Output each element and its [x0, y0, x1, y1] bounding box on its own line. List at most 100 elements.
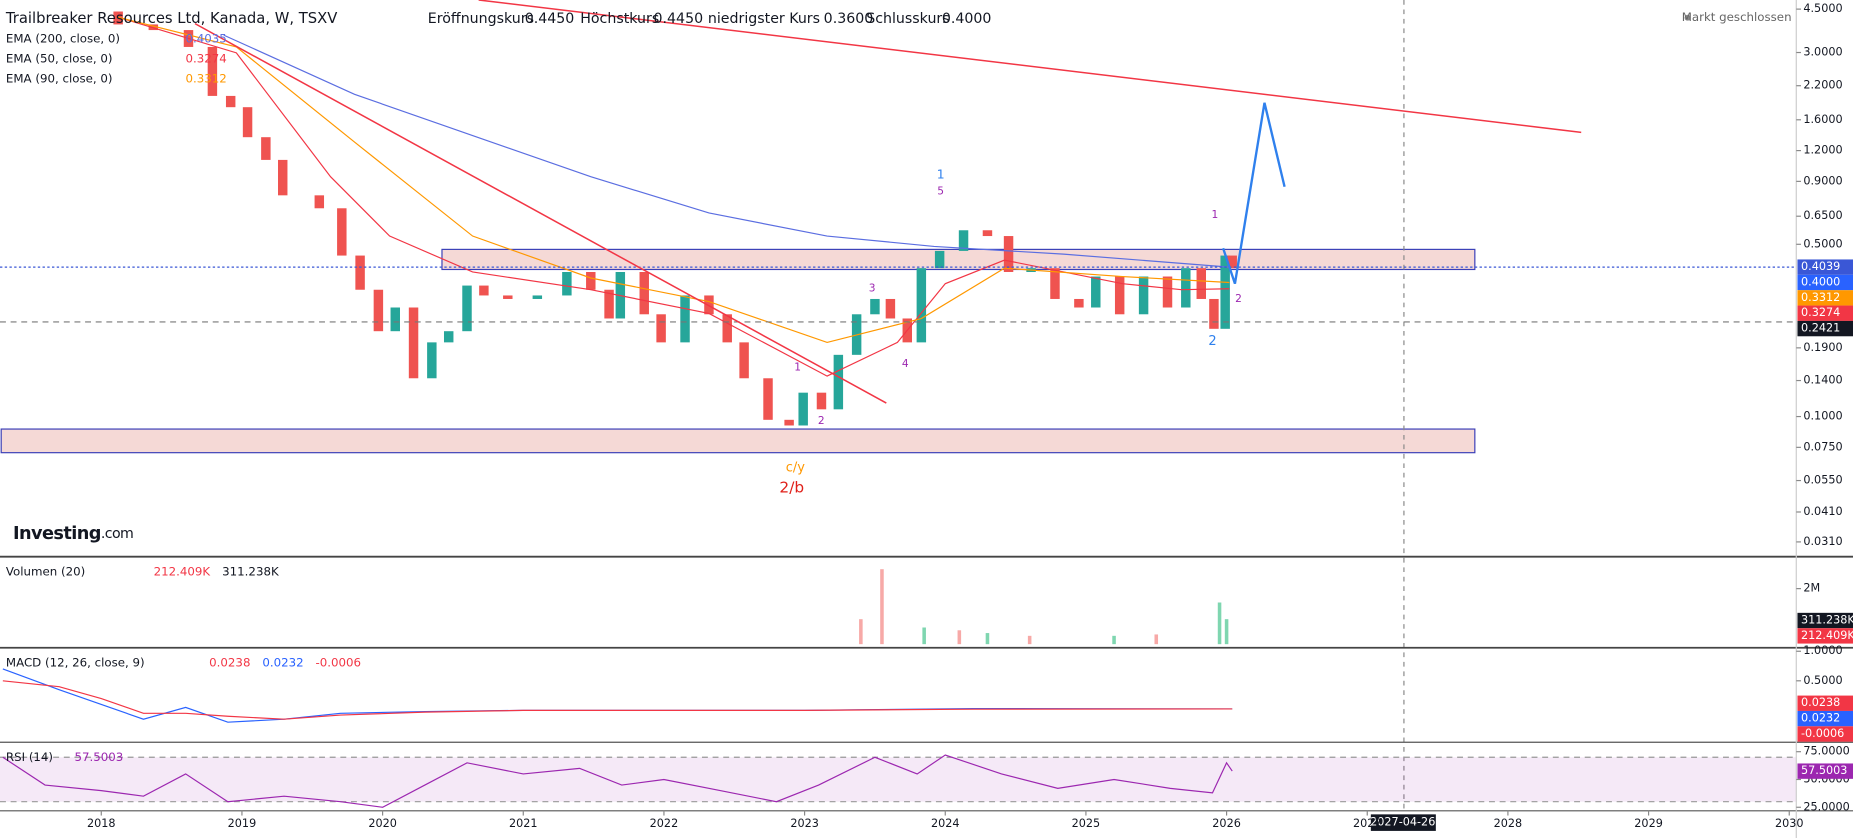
y-tick-label: 1.2000: [1803, 144, 1842, 157]
axis-tag-label: 0.4000: [1801, 276, 1840, 289]
field-value: 0.4450: [525, 11, 575, 27]
indicator-line: [118, 16, 1230, 377]
axis-tag: [1797, 320, 1853, 337]
field-value: 0.3600: [824, 11, 874, 27]
axis-tag: [1797, 305, 1853, 321]
candle: [816, 392, 827, 410]
candle: [1162, 276, 1173, 308]
zone: [441, 248, 1476, 271]
axis-tag-label: 0.0238: [1801, 696, 1840, 709]
candle: [885, 298, 896, 319]
volume-bar: [880, 569, 884, 645]
y-tick-label: 4.5000: [1803, 2, 1842, 15]
y-tick-label: 0.0550: [1803, 474, 1842, 487]
candle: [1181, 268, 1191, 308]
y-tick-label: 0.1000: [1803, 410, 1842, 423]
candle: [225, 95, 236, 108]
candle: [1227, 255, 1237, 269]
y-tick-label: 0.0410: [1803, 505, 1842, 518]
wave-label: 1: [937, 166, 945, 181]
x-tick-label: 2022: [650, 817, 679, 830]
legend-value: 0.3274: [186, 52, 227, 66]
axis-tag: [1797, 274, 1853, 291]
volume-bar: [957, 630, 962, 645]
candle: [479, 285, 489, 296]
y-tick-label: 0.0310: [1803, 535, 1842, 548]
candle: [532, 295, 543, 299]
volume-bar: [1027, 635, 1032, 645]
volume-bar: [985, 633, 990, 645]
axis-tag-label: 0.2421: [1801, 322, 1840, 335]
field-value: 0.4450: [654, 11, 704, 27]
legend-entry: EMA (200, close, 0): [6, 32, 120, 46]
x-tick-label: 2029: [1634, 817, 1663, 830]
axis-tag-label: 311.238K: [1801, 614, 1853, 627]
x-tick-label: 2025: [1072, 817, 1101, 830]
wave-label: 5: [937, 184, 944, 197]
logo: Investing.com: [13, 524, 133, 544]
candle: [982, 230, 993, 237]
panel-readout: 311.238K: [222, 565, 279, 579]
volume-bar: [1154, 634, 1159, 645]
candle: [680, 295, 690, 343]
candle: [1114, 276, 1125, 315]
crosshair-label: 2027-04-26: [1370, 816, 1435, 829]
x-tick-label: 2021: [509, 817, 538, 830]
axis-tag: [1797, 726, 1853, 742]
candle: [562, 271, 572, 296]
panel-title: MACD (12, 26, close, 9): [6, 656, 145, 670]
y-tick-label: 2M: [1803, 582, 1820, 595]
candle: [278, 159, 288, 196]
legend-value: 0.3312: [186, 72, 227, 86]
axis-tag: [1797, 710, 1853, 727]
panel-title: RSI (14): [6, 750, 53, 764]
candle: [586, 271, 596, 290]
candle: [784, 419, 794, 426]
candle: [722, 314, 732, 343]
candle: [1074, 298, 1084, 308]
axis-tag-label: 0.4039: [1801, 260, 1840, 273]
candle: [656, 314, 666, 343]
field-label: Höchstkurs: [580, 11, 659, 27]
rsi-band: [0, 757, 1797, 802]
candle: [870, 298, 880, 315]
wave-label: 1: [794, 361, 801, 374]
zone: [0, 428, 1476, 454]
y-tick-label: 25.0000: [1803, 800, 1849, 813]
candle: [1003, 236, 1014, 272]
x-tick-label: 2024: [931, 817, 960, 830]
candle: [1138, 276, 1149, 315]
x-tick-label: 2023: [790, 817, 819, 830]
wave-label: 4: [902, 357, 909, 370]
panel-title: Volumen (20): [6, 565, 85, 579]
y-tick-label: 2.2000: [1803, 79, 1842, 92]
x-tick-label: 2019: [228, 817, 257, 830]
field-label: Schlusskurs: [866, 11, 949, 27]
x-tick-label: 2030: [1775, 817, 1804, 830]
candle: [390, 307, 400, 332]
candle: [1209, 298, 1219, 329]
legend-entry: EMA (90, close, 0): [6, 72, 113, 86]
x-tick-label: 2026: [1212, 817, 1241, 830]
indicator-line: [223, 34, 1230, 268]
legend-entry: EMA (50, close, 0): [6, 52, 113, 66]
candle: [798, 392, 808, 426]
candle: [1196, 268, 1206, 299]
candle: [462, 285, 472, 332]
candle: [373, 289, 384, 332]
y-tick-label: 0.5000: [1803, 237, 1842, 250]
candle: [261, 137, 271, 160]
y-tick-label: 0.1900: [1803, 341, 1842, 354]
projection: [1222, 102, 1286, 285]
field-label: Eröffnungskurs: [428, 11, 534, 27]
indicator-line: [2, 680, 1233, 720]
field-value: 0.4000: [942, 11, 992, 27]
y-tick-label: 0.0750: [1803, 440, 1842, 453]
axis-tag: [1797, 763, 1853, 779]
axis-tag: [1797, 628, 1853, 644]
candle: [958, 230, 969, 251]
volume-bar: [1217, 602, 1222, 645]
